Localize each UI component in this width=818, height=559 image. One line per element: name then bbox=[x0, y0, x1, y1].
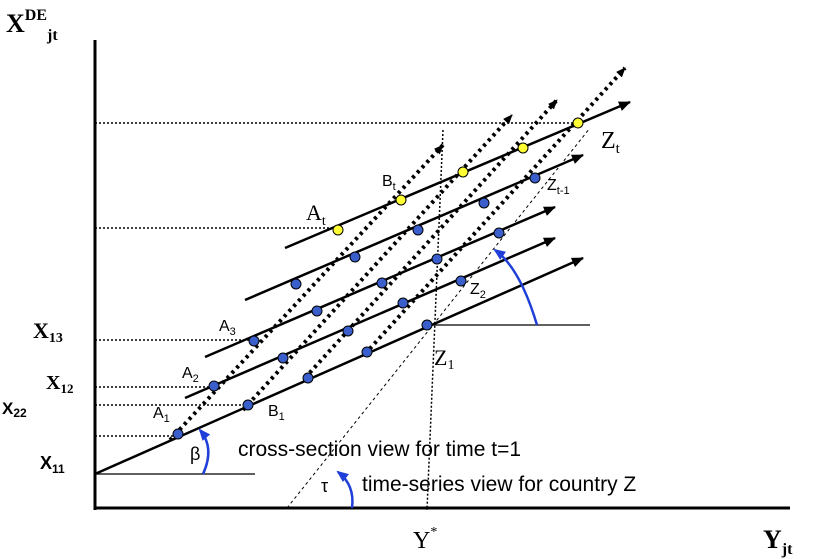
beta-arc bbox=[198, 428, 211, 475]
time-series-line-3 bbox=[303, 98, 559, 380]
point-A1 bbox=[172, 428, 184, 440]
x-axis-title: Yjt bbox=[763, 525, 793, 558]
point-row4-2 bbox=[349, 251, 361, 263]
beta-symbol: β bbox=[190, 444, 200, 464]
point-row4-1 bbox=[290, 278, 302, 290]
tau-arc bbox=[336, 470, 354, 509]
point-yellow-4 bbox=[517, 142, 529, 154]
point-row3-2 bbox=[311, 305, 323, 317]
label-At: At bbox=[306, 200, 326, 229]
point-row3-4 bbox=[431, 253, 443, 265]
label-A2: A2 bbox=[182, 365, 199, 385]
ystar-vertical-line bbox=[426, 129, 444, 511]
x12-label: X12 bbox=[46, 372, 73, 396]
time-series-line-2 bbox=[241, 113, 514, 412]
point-row1-3 bbox=[302, 372, 314, 384]
label-Z2: Z2 bbox=[470, 281, 486, 301]
tau-symbol: τ bbox=[321, 476, 328, 496]
label-A1: A1 bbox=[153, 405, 170, 425]
point-Zt-1 bbox=[529, 172, 541, 184]
z1-angle-arc bbox=[493, 248, 539, 326]
time-series-line-4 bbox=[363, 66, 627, 356]
point-row1-4 bbox=[361, 346, 373, 358]
point-Bt bbox=[395, 194, 407, 206]
time-series-line-1 bbox=[168, 143, 445, 442]
label-B1: B1 bbox=[268, 403, 285, 423]
point-row3-3 bbox=[376, 277, 388, 289]
point-row3-5 bbox=[493, 227, 505, 239]
x11-label: X11 bbox=[40, 453, 65, 476]
point-Z2 bbox=[455, 275, 467, 287]
point-row4-4 bbox=[478, 197, 490, 209]
label-A3: A3 bbox=[219, 318, 236, 338]
label-Z1: Z1 bbox=[434, 345, 454, 373]
point-row2-2 bbox=[277, 352, 289, 364]
point-At bbox=[332, 224, 344, 236]
point-yellow-3 bbox=[457, 166, 469, 178]
point-row4-3 bbox=[412, 224, 424, 236]
point-A3 bbox=[248, 335, 260, 347]
point-Z1 bbox=[421, 319, 433, 331]
label-Zt-1: Zt-1 bbox=[547, 177, 570, 197]
label-Bt: Bt bbox=[382, 173, 396, 193]
point-row2-4 bbox=[397, 297, 409, 309]
point-Zt bbox=[572, 117, 584, 129]
y-axis-title: XDEjt bbox=[6, 7, 58, 44]
x13-label: X13 bbox=[33, 318, 63, 346]
point-A2 bbox=[208, 380, 220, 392]
label-Zt: Zt bbox=[601, 128, 621, 157]
x22-label: X22 bbox=[2, 399, 27, 420]
cross-section-annotation: cross-section view for time t=1 bbox=[238, 438, 521, 461]
point-B1 bbox=[242, 399, 254, 411]
time-series-annotation: time-series view for country Z bbox=[362, 473, 636, 496]
cross-section-line-2 bbox=[184, 236, 556, 400]
point-row2-3 bbox=[342, 325, 354, 337]
ystar-label: Y* bbox=[413, 525, 437, 554]
